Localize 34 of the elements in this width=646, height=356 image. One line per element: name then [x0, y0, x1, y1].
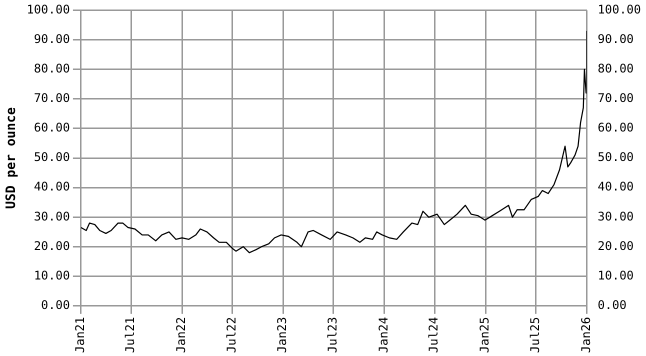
x-tick-label: Jul25 — [528, 316, 542, 353]
y-tick-label: 100.00 — [26, 2, 70, 16]
y2-tick-label: 80.00 — [598, 61, 634, 76]
y-tick-label: 10.00 — [34, 268, 70, 282]
x-tick-label: Jul21 — [123, 316, 138, 353]
y2-tick-label: 40.00 — [598, 180, 634, 194]
x-tick-label: Jul22 — [224, 316, 238, 353]
y-tick-label: 70.00 — [34, 91, 70, 106]
y2-tick-label: 20.00 — [598, 238, 634, 253]
y-tick-label: 90.00 — [34, 32, 70, 46]
x-tick-label: Jan22 — [174, 316, 188, 353]
y-tick-label: 50.00 — [34, 150, 70, 164]
y-tick-label: 80.00 — [34, 61, 70, 76]
y2-tick-label: 90.00 — [598, 32, 634, 46]
y2-tick-label: 30.00 — [598, 209, 634, 224]
x-tick-label: Jul24 — [426, 316, 441, 353]
y-tick-label: 30.00 — [34, 209, 70, 224]
y2-tick-label: 70.00 — [598, 91, 634, 106]
y2-tick-label: 0.00 — [598, 298, 627, 312]
y-tick-label: 20.00 — [34, 238, 70, 253]
x-tick-label: Jan26 — [578, 316, 593, 353]
y-tick-label: 60.00 — [34, 120, 70, 135]
x-tick-label: Jan23 — [275, 316, 290, 353]
y2-tick-label: 100.00 — [598, 2, 642, 16]
y2-tick-label: 10.00 — [598, 268, 634, 282]
x-tick-label: Jan25 — [478, 316, 492, 353]
y-tick-label: 40.00 — [34, 180, 70, 194]
x-tick-label: Jan21 — [73, 316, 88, 353]
x-tick-label: Jan24 — [376, 316, 390, 353]
y-axis-title: USD per ounce — [4, 106, 20, 209]
y2-tick-label: 50.00 — [598, 150, 634, 164]
x-tick-label: Jul23 — [325, 316, 340, 353]
y2-tick-label: 60.00 — [598, 120, 634, 135]
y-tick-label: 0.00 — [41, 298, 70, 312]
